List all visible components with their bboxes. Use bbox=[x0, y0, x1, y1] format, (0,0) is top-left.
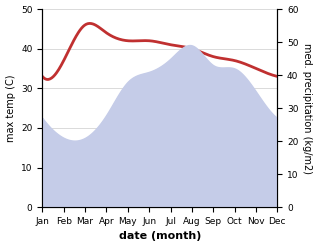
X-axis label: date (month): date (month) bbox=[119, 231, 201, 242]
Y-axis label: max temp (C): max temp (C) bbox=[5, 74, 16, 142]
Y-axis label: med. precipitation (kg/m2): med. precipitation (kg/m2) bbox=[302, 43, 313, 174]
